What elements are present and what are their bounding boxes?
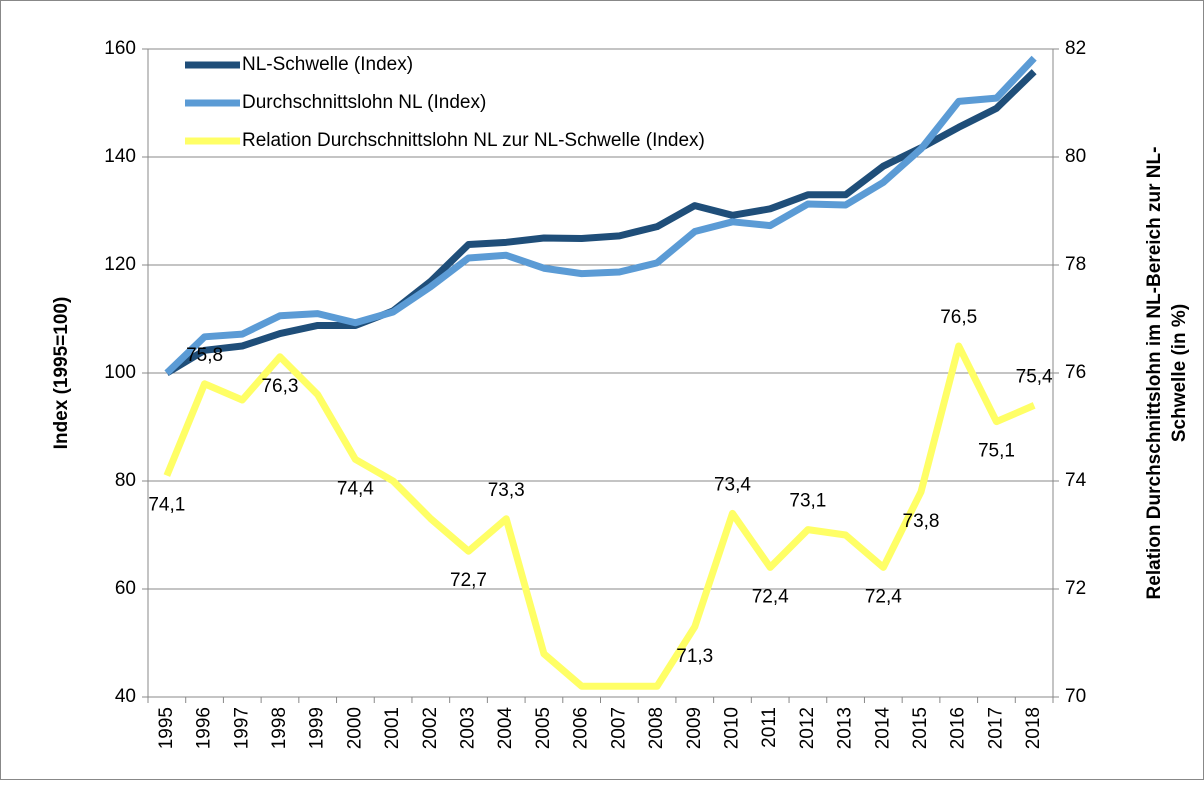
x-tick-label: 2004 xyxy=(495,707,516,750)
y2-tick-label: 70 xyxy=(1065,686,1086,707)
x-tick-label: 2009 xyxy=(684,707,705,749)
y2-tick-label: 78 xyxy=(1065,254,1086,275)
y2-axis-title: Schwelle (in %) xyxy=(1169,304,1190,442)
x-tick-label: 2008 xyxy=(646,707,667,749)
x-tick-label: 2006 xyxy=(571,707,592,749)
x-tick-label: 1996 xyxy=(194,707,215,749)
data-label: 72,7 xyxy=(450,570,487,591)
data-label: 74,1 xyxy=(148,495,185,516)
x-tick-label: 1997 xyxy=(231,707,252,749)
y-tick-label: 140 xyxy=(104,146,136,167)
x-tick-label: 2007 xyxy=(608,707,629,749)
data-label: 72,4 xyxy=(865,586,902,607)
x-tick-label: 2011 xyxy=(759,707,780,748)
y-tick-label: 80 xyxy=(115,470,136,491)
data-label: 73,4 xyxy=(714,474,751,495)
x-tick-label: 1998 xyxy=(269,707,290,749)
x-tick-label: 2005 xyxy=(533,707,554,749)
y-axis-title: Index (1995=100) xyxy=(51,297,72,450)
y-tick-label: 100 xyxy=(104,362,136,383)
y2-tick-label: 80 xyxy=(1065,146,1086,167)
data-label: 72,4 xyxy=(752,586,789,607)
x-tick-label: 1999 xyxy=(307,707,328,749)
x-tick-label: 2001 xyxy=(382,707,403,749)
data-label: 75,8 xyxy=(186,345,223,366)
data-label: 76,3 xyxy=(261,376,298,397)
data-label: 71,3 xyxy=(676,646,713,667)
data-label: 73,3 xyxy=(488,480,525,501)
data-label: 74,4 xyxy=(337,478,374,499)
series-line xyxy=(164,55,1037,376)
data-label: 73,8 xyxy=(903,511,940,532)
y2-tick-label: 82 xyxy=(1065,38,1086,59)
x-tick-label: 2002 xyxy=(420,707,441,749)
x-tick-label: 2017 xyxy=(985,707,1006,749)
legend-label: Durchschnittslohn NL (Index) xyxy=(242,92,486,113)
data-label: 73,1 xyxy=(789,491,826,512)
y-tick-label: 40 xyxy=(115,686,136,707)
y-tick-label: 60 xyxy=(115,578,136,599)
y2-tick-label: 76 xyxy=(1065,362,1086,383)
data-label: 75,1 xyxy=(978,441,1015,462)
series-line xyxy=(163,342,1036,690)
series-line xyxy=(165,69,1037,376)
x-tick-label: 2018 xyxy=(1023,707,1044,749)
x-tick-label: 2000 xyxy=(344,707,365,749)
x-tick-label: 1995 xyxy=(156,707,177,749)
x-tick-label: 2016 xyxy=(948,707,969,749)
x-tick-label: 2012 xyxy=(797,707,818,749)
y2-tick-label: 74 xyxy=(1065,470,1087,491)
legend-label: Relation Durchschnittslohn NL zur NL-Sch… xyxy=(242,130,705,151)
data-label: 75,4 xyxy=(1016,366,1053,387)
x-tick-label: 2014 xyxy=(872,707,893,750)
y-tick-label: 160 xyxy=(104,38,136,59)
x-tick-label: 2010 xyxy=(721,707,742,749)
x-tick-label: 2015 xyxy=(910,707,931,749)
y2-tick-label: 72 xyxy=(1065,578,1086,599)
data-label: 76,5 xyxy=(940,307,977,328)
y2-axis-title: Relation Durchschnittslohn im NL-Bereich… xyxy=(1144,147,1165,600)
legend-label: NL-Schwelle (Index) xyxy=(242,54,413,75)
x-tick-label: 2013 xyxy=(835,707,856,749)
x-tick-label: 2003 xyxy=(458,707,479,749)
y-tick-label: 120 xyxy=(104,254,136,275)
